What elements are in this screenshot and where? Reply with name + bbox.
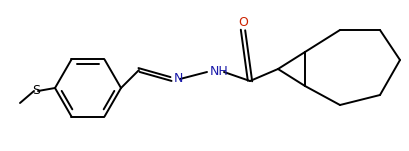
Text: NH: NH: [209, 66, 228, 79]
Text: N: N: [173, 72, 183, 85]
Text: S: S: [32, 85, 40, 98]
Text: O: O: [238, 16, 247, 29]
